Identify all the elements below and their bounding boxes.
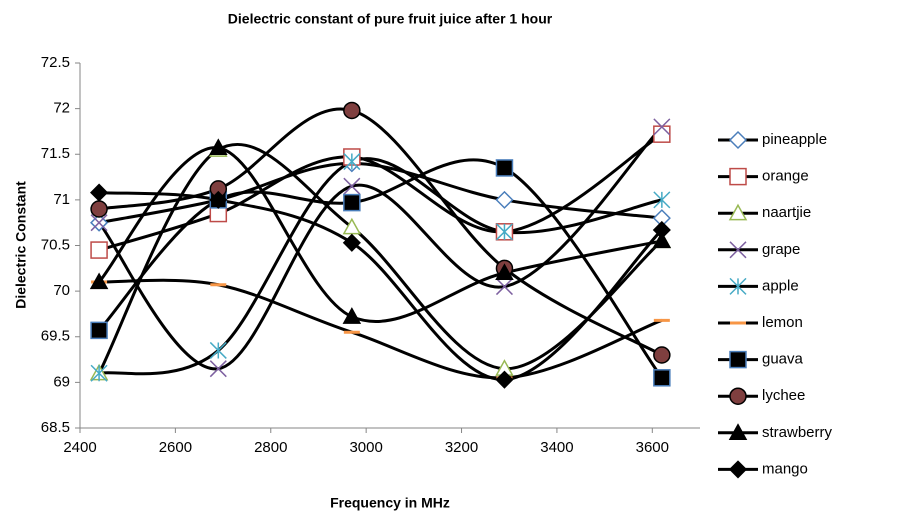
legend-label: lychee xyxy=(762,387,805,404)
legend-label: naartjie xyxy=(762,204,811,221)
y-tick-label: 72 xyxy=(53,100,70,117)
x-tick-label: 3000 xyxy=(349,439,382,456)
marker xyxy=(209,360,227,378)
x-tick-label: 2400 xyxy=(63,439,96,456)
legend-label: guava xyxy=(762,351,804,368)
marker xyxy=(653,369,671,387)
marker xyxy=(729,167,747,186)
marker xyxy=(209,190,228,209)
y-tick-label: 71 xyxy=(53,191,70,208)
y-tick-label: 68.5 xyxy=(41,419,70,436)
x-tick-label: 3400 xyxy=(540,439,573,456)
x-tick-label: 3200 xyxy=(445,439,478,456)
marker xyxy=(495,223,513,241)
marker xyxy=(653,191,671,209)
series-line xyxy=(97,146,663,323)
marker xyxy=(495,159,514,177)
series-line xyxy=(99,278,663,380)
marker xyxy=(343,193,361,212)
marker xyxy=(209,138,228,156)
series-line xyxy=(98,191,663,382)
series-line xyxy=(97,142,663,374)
marker xyxy=(653,125,671,143)
marker xyxy=(495,278,513,296)
legend-label: strawberry xyxy=(762,424,833,441)
marker xyxy=(343,153,361,171)
marker xyxy=(652,220,671,240)
marker xyxy=(90,321,108,340)
y-tick-label: 69 xyxy=(53,373,70,390)
marker xyxy=(652,231,672,249)
marker xyxy=(90,241,108,259)
marker xyxy=(728,130,748,150)
marker xyxy=(343,177,361,195)
marker xyxy=(343,101,361,120)
marker xyxy=(653,346,671,364)
marker xyxy=(495,370,514,389)
marker xyxy=(495,263,514,281)
marker xyxy=(90,214,108,232)
legend-label: pineapple xyxy=(762,131,827,148)
marker xyxy=(729,350,747,369)
marker xyxy=(653,118,671,136)
legend-label: grape xyxy=(762,241,800,258)
x-tick-label: 2800 xyxy=(254,439,287,456)
marker xyxy=(728,460,748,479)
chart-title: Dielectric constant of pure fruit juice … xyxy=(228,11,553,27)
marker xyxy=(729,387,747,405)
y-tick-label: 69.5 xyxy=(41,328,70,345)
legend-label: lemon xyxy=(762,314,803,331)
x-tick-label: 3600 xyxy=(636,439,669,456)
marker xyxy=(342,217,362,235)
marker xyxy=(728,203,748,221)
y-axis-label: Dielectric Constant xyxy=(13,181,29,309)
legend-label: orange xyxy=(762,168,809,185)
marker xyxy=(729,277,747,295)
marker xyxy=(729,241,747,259)
legend-label: apple xyxy=(762,277,799,294)
y-tick-label: 71.5 xyxy=(41,145,70,162)
x-tick-label: 2600 xyxy=(159,439,192,456)
marker xyxy=(342,307,362,324)
marker xyxy=(90,200,108,218)
legend-label: mango xyxy=(762,460,808,477)
marker xyxy=(495,190,514,209)
y-tick-label: 72.5 xyxy=(41,54,70,71)
marker xyxy=(90,364,108,382)
series-line xyxy=(97,158,664,379)
marker xyxy=(209,341,227,359)
marker xyxy=(728,423,748,440)
y-tick-label: 70 xyxy=(53,282,70,299)
x-axis-label: Frequency in MHz xyxy=(330,495,450,511)
marker xyxy=(90,183,109,202)
marker xyxy=(342,233,361,252)
y-tick-label: 70.5 xyxy=(41,236,70,253)
marker xyxy=(89,272,109,290)
